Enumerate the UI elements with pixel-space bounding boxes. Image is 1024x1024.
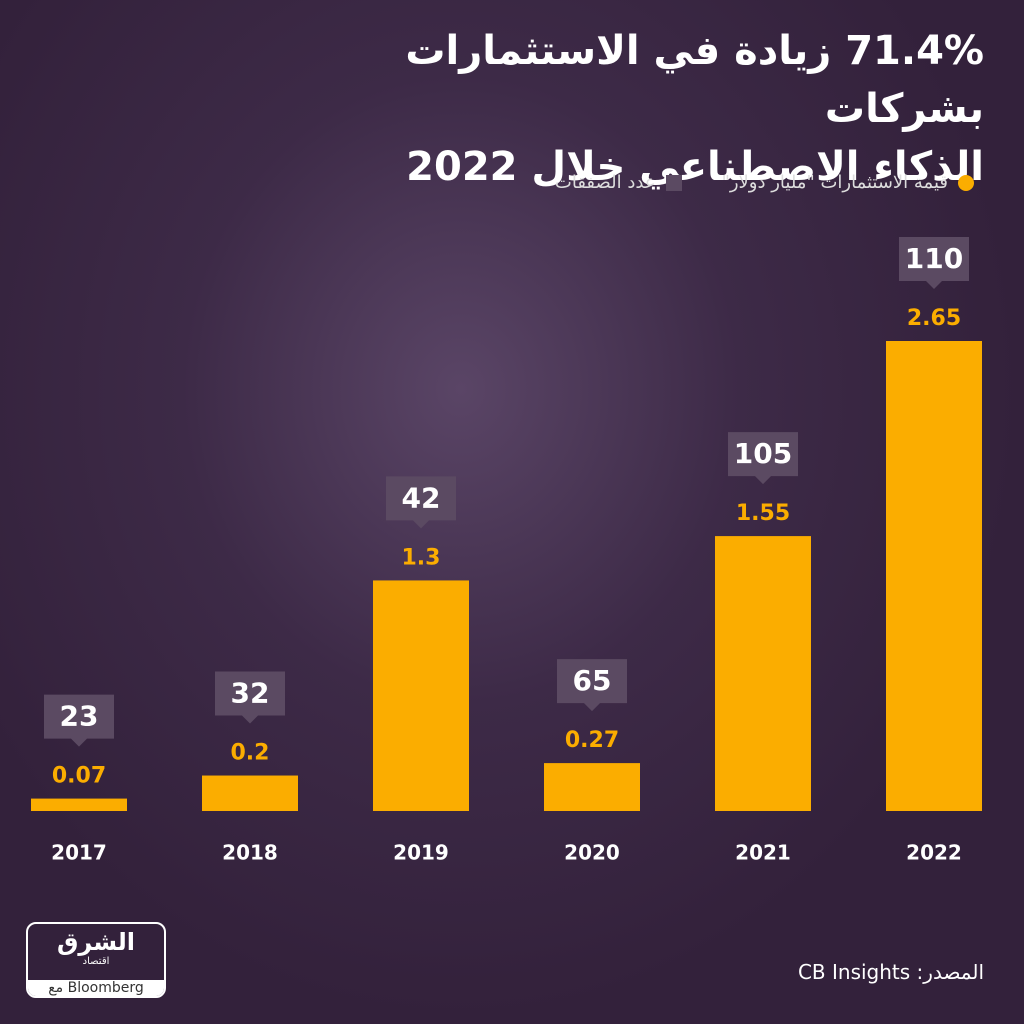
x-tick-label: 2017 (51, 841, 107, 865)
logo-partner: مع Bloomberg (28, 980, 164, 996)
count-box (728, 432, 798, 485)
legend-item: قيمة الاستثمارات "مليار دولار" (722, 172, 974, 193)
legend-item: عدد الصفقات (555, 172, 682, 193)
legend-label: قيمة الاستثمارات "مليار دولار" (721, 172, 948, 193)
x-tick-label: 2021 (735, 841, 791, 865)
logo-partner-name: Bloomberg (67, 980, 144, 996)
count-label: 110 (905, 242, 963, 275)
count-label: 42 (402, 481, 441, 514)
bar (202, 775, 298, 811)
logo-with: مع (48, 980, 64, 996)
count-box (215, 671, 285, 724)
x-tick-label: 2020 (564, 841, 620, 865)
count-label: 65 (573, 664, 612, 697)
logo-sub: اقتصاد (82, 956, 110, 967)
value-label: 0.27 (565, 728, 619, 753)
value-label: 0.2 (231, 741, 270, 766)
count-label: 105 (734, 437, 792, 470)
bar (715, 536, 811, 811)
bar (373, 580, 469, 811)
value-label: 0.07 (52, 764, 106, 789)
x-tick-label: 2018 (222, 841, 278, 865)
logo: الشرق اقتصاد مع Bloomberg (26, 922, 166, 998)
value-label: 1.3 (402, 545, 441, 570)
count-label: 23 (60, 700, 99, 733)
bar (544, 763, 640, 811)
count-label: 32 (231, 677, 270, 710)
value-label: 1.55 (736, 501, 790, 526)
x-tick-label: 2022 (906, 841, 962, 865)
count-box (899, 237, 969, 289)
legend: قيمة الاستثمارات "مليار دولار" عدد الصفق… (555, 172, 974, 193)
logo-name: الشرق (56, 928, 136, 956)
count-box (386, 476, 456, 529)
x-tick-label: 2019 (393, 841, 449, 865)
title-line: 71.4% زيادة في الاستثمارات بشركات (405, 28, 984, 132)
title: 71.4% زيادة في الاستثمارات بشركات الذكاء… (284, 22, 984, 196)
title-line: الذكاء الاصطناعي خلال 2022 (406, 144, 984, 190)
legend-swatch (665, 174, 682, 191)
legend-swatch (958, 174, 974, 191)
source: المصدر: CB Insights (797, 960, 984, 984)
bar (31, 798, 127, 811)
count-box (44, 694, 114, 747)
legend-label: عدد الصفقات (554, 172, 656, 193)
bar (886, 341, 982, 811)
value-label: 2.65 (907, 306, 961, 331)
count-box (557, 659, 627, 712)
